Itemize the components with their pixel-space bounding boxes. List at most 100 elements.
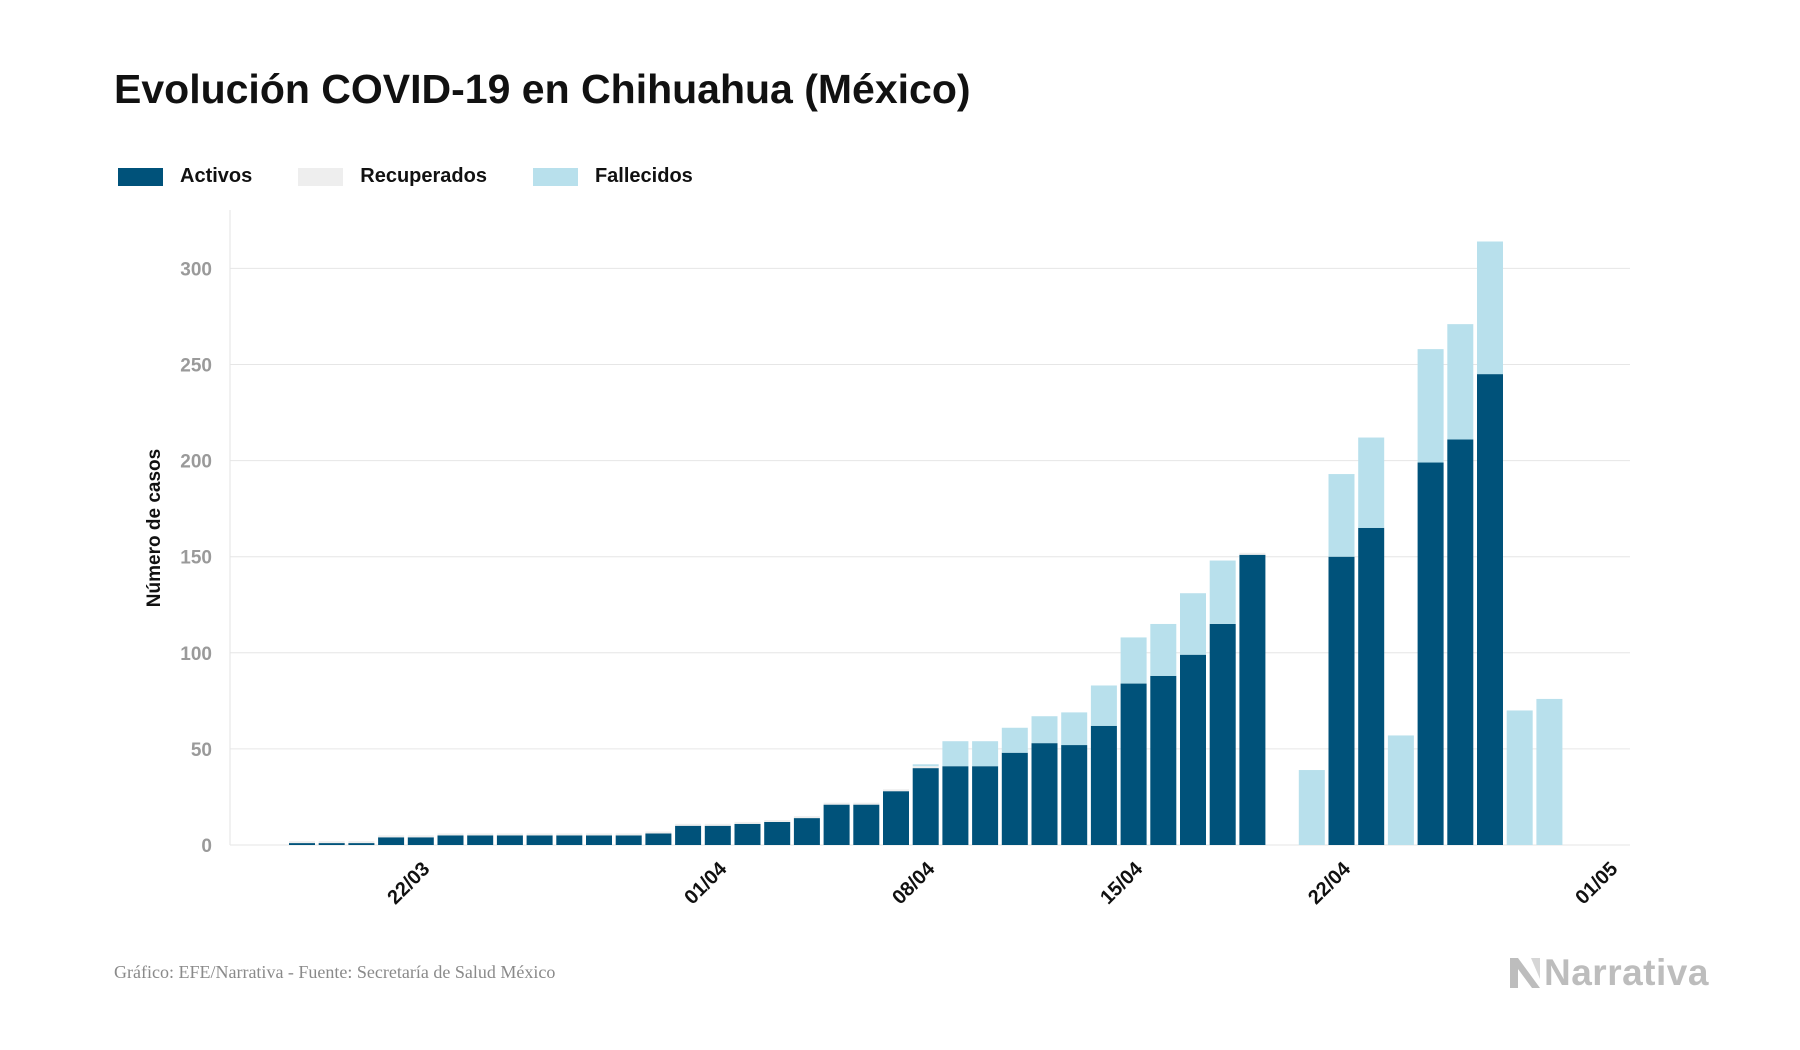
chart-title: Evolución COVID-19 en Chihuahua (México): [114, 66, 971, 112]
bar-fallecidos: [1506, 710, 1533, 845]
bar-fallecidos: [1387, 735, 1414, 845]
bar-fallecidos: [1358, 437, 1385, 528]
bar-activos: [1120, 683, 1147, 845]
bar-activos: [1358, 527, 1385, 845]
bar-activos: [912, 768, 939, 845]
bar-activos: [348, 843, 375, 845]
bar-activos: [883, 791, 909, 845]
bar-activos: [1209, 623, 1236, 845]
bar-recuperados: [348, 841, 375, 844]
bar-recuperados: [437, 833, 464, 836]
bar-activos: [526, 835, 553, 845]
bar-activos: [1447, 439, 1474, 845]
bar-fallecidos: [972, 741, 999, 767]
y-tick-label: 100: [180, 644, 212, 665]
bar-activos: [556, 835, 583, 845]
y-tick-label: 0: [201, 836, 212, 857]
bar-fallecidos: [1447, 324, 1474, 440]
bar-recuperados: [675, 823, 702, 826]
bar-activos: [942, 766, 969, 845]
y-tick-label: 200: [180, 452, 212, 473]
bar-fallecidos: [1031, 716, 1058, 744]
bar-activos: [1090, 725, 1117, 845]
bar-activos: [793, 818, 820, 845]
bar-activos: [704, 825, 731, 845]
legend-label-fallecidos: Fallecidos: [594, 165, 693, 187]
bar-fallecidos: [1090, 685, 1117, 726]
brand-logo: Narrativa: [1510, 952, 1709, 994]
bar-activos: [734, 823, 761, 845]
y-axis-title: Número de casos: [144, 449, 165, 607]
legend-swatch-recuperados: [298, 167, 344, 186]
bar-activos: [467, 835, 494, 845]
bar-fallecidos: [1150, 623, 1177, 676]
legend: Activos Recuperados Fallecidos: [118, 165, 739, 188]
bar-recuperados: [467, 833, 494, 836]
bar-recuperados: [823, 802, 850, 805]
bar-fallecidos: [912, 764, 939, 767]
bar-recuperados: [586, 833, 612, 836]
bar-fallecidos: [1209, 560, 1236, 624]
bar-activos: [615, 835, 642, 845]
brand-name: Narrativa: [1544, 952, 1709, 993]
y-tick-label: 250: [180, 356, 212, 377]
bar-recuperados: [793, 816, 820, 819]
bar-activos: [1061, 745, 1088, 845]
bar-fallecidos: [1328, 474, 1355, 557]
bar-fallecidos: [1120, 637, 1147, 684]
bar-activos: [407, 837, 434, 845]
bar-recuperados: [883, 789, 909, 792]
bar-activos: [1150, 675, 1177, 845]
narrativa-logo-icon: [1510, 958, 1540, 988]
bar-recuperados: [407, 835, 434, 838]
bar-fallecidos: [1001, 727, 1028, 753]
bar-recuperados: [645, 831, 672, 834]
bar-fallecidos: [1298, 770, 1325, 845]
bar-activos: [1477, 374, 1503, 845]
bar-activos: [586, 835, 612, 845]
bar-activos: [1180, 654, 1206, 845]
bar-recuperados: [318, 841, 345, 844]
bar-recuperados: [556, 833, 583, 836]
bar-recuperados: [704, 823, 731, 826]
bar-activos: [645, 833, 672, 845]
bar-recuperados: [615, 833, 642, 836]
bar-fallecidos: [1180, 593, 1206, 655]
bar-activos: [823, 804, 850, 845]
bar-activos: [1239, 554, 1266, 845]
y-tick-label: 50: [191, 740, 212, 761]
bar-activos: [289, 843, 315, 845]
bar-activos: [764, 821, 791, 845]
x-tick-label: 01/04: [680, 857, 732, 909]
bar-recuperados: [764, 820, 791, 822]
legend-label-activos: Activos: [180, 165, 253, 187]
bar-recuperados: [378, 835, 405, 838]
bar-activos: [496, 835, 523, 845]
bar-recuperados: [496, 833, 523, 836]
y-tick-label: 150: [180, 548, 212, 569]
bar-activos: [853, 804, 880, 845]
legend-label-recuperados: Recuperados: [360, 165, 487, 187]
legend-swatch-activos: [118, 167, 163, 186]
legend-item-fallecidos: Fallecidos: [532, 165, 693, 188]
bar-recuperados: [734, 821, 761, 824]
bar-fallecidos: [1536, 698, 1563, 845]
x-tick-label: 22/03: [383, 858, 434, 909]
bar-activos: [1328, 556, 1355, 845]
x-tick-label: 15/04: [1096, 857, 1148, 909]
legend-swatch-fallecidos: [532, 167, 578, 186]
legend-item-recuperados: Recuperados: [298, 165, 487, 188]
bar-activos: [972, 766, 999, 845]
bar-recuperados: [526, 833, 553, 836]
bar-recuperados: [912, 766, 939, 769]
x-tick-label: 01/05: [1571, 858, 1622, 909]
bar-activos: [318, 843, 345, 845]
source-credit: Gráfico: EFE/Narrativa - Fuente: Secreta…: [114, 962, 556, 982]
bar-recuperados: [853, 802, 880, 805]
y-tick-label: 300: [180, 259, 212, 280]
legend-item-activos: Activos: [118, 165, 252, 188]
bar-recuperados: [289, 841, 315, 844]
bar-activos: [437, 835, 464, 845]
bar-activos: [1031, 743, 1058, 845]
